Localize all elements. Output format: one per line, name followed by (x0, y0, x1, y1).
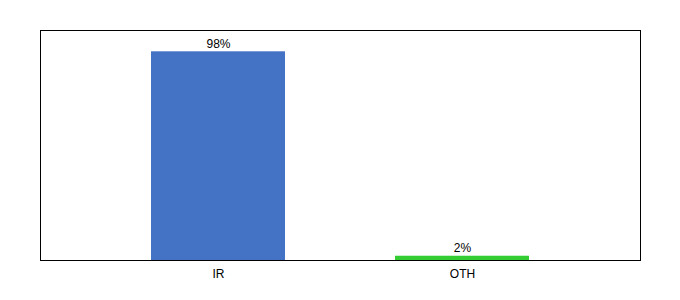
svg-text:IR: IR (213, 267, 225, 281)
svg-text:98%: 98% (206, 37, 230, 51)
svg-text:OTH: OTH (450, 267, 475, 281)
svg-text:2%: 2% (454, 241, 472, 255)
